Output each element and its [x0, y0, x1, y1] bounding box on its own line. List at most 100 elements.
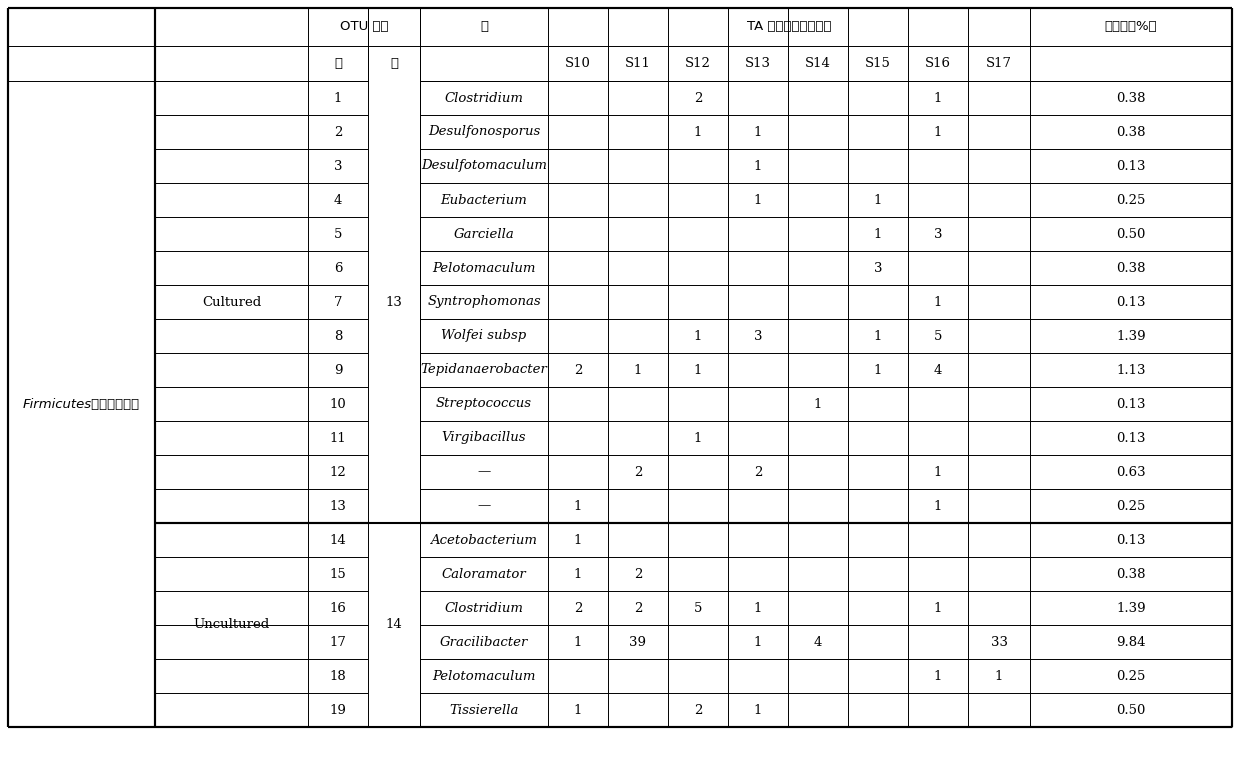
- Text: Garciella: Garciella: [454, 228, 515, 241]
- Text: S10: S10: [565, 57, 591, 70]
- Text: 4: 4: [334, 193, 342, 206]
- Text: 1: 1: [334, 92, 342, 105]
- Text: 1.39: 1.39: [1116, 329, 1146, 342]
- Text: Streptococcus: Streptococcus: [436, 397, 532, 410]
- Text: 2: 2: [634, 568, 642, 581]
- Text: 1: 1: [694, 432, 702, 445]
- Text: Syntrophomonas: Syntrophomonas: [428, 296, 541, 309]
- Text: Eubacterium: Eubacterium: [440, 193, 527, 206]
- Bar: [368, 81, 420, 523]
- Text: S16: S16: [925, 57, 951, 70]
- Text: 0.13: 0.13: [1116, 432, 1146, 445]
- Text: 2: 2: [754, 465, 763, 478]
- Text: 2: 2: [634, 601, 642, 614]
- Text: TA 克隆有效测序数目: TA 克隆有效测序数目: [746, 21, 831, 34]
- Text: S12: S12: [684, 57, 711, 70]
- Text: 0.13: 0.13: [1116, 296, 1146, 309]
- Text: 1: 1: [574, 704, 583, 717]
- Text: 1: 1: [934, 92, 942, 105]
- Text: S15: S15: [866, 57, 890, 70]
- Text: —: —: [477, 500, 491, 513]
- Text: 3: 3: [874, 261, 882, 274]
- Text: 1: 1: [754, 193, 763, 206]
- Text: 0.13: 0.13: [1116, 397, 1146, 410]
- Text: 1: 1: [754, 125, 763, 138]
- Text: 1: 1: [754, 160, 763, 173]
- Text: 17: 17: [330, 636, 346, 649]
- Text: Cultured: Cultured: [202, 296, 262, 309]
- Text: 1: 1: [634, 364, 642, 377]
- Text: 0.38: 0.38: [1116, 125, 1146, 138]
- Text: 3: 3: [754, 329, 763, 342]
- Text: 1: 1: [874, 329, 882, 342]
- Text: 序: 序: [334, 57, 342, 70]
- Text: 1: 1: [694, 125, 702, 138]
- Text: 8: 8: [334, 329, 342, 342]
- Text: 2: 2: [694, 92, 702, 105]
- Text: 0.50: 0.50: [1116, 704, 1146, 717]
- Text: 1: 1: [574, 533, 583, 546]
- Text: Clostridium: Clostridium: [444, 601, 523, 614]
- Text: 7: 7: [334, 296, 342, 309]
- Text: 1: 1: [934, 296, 942, 309]
- Text: 0.50: 0.50: [1116, 228, 1146, 241]
- Text: 1: 1: [694, 329, 702, 342]
- Text: Pelotomaculum: Pelotomaculum: [433, 261, 536, 274]
- Text: 10: 10: [330, 397, 346, 410]
- Text: 0.38: 0.38: [1116, 92, 1146, 105]
- Text: S11: S11: [625, 57, 651, 70]
- Text: 9.84: 9.84: [1116, 636, 1146, 649]
- Text: 3: 3: [934, 228, 942, 241]
- Text: 0.38: 0.38: [1116, 261, 1146, 274]
- Text: Tepidanaerobacter: Tepidanaerobacter: [420, 364, 547, 377]
- Text: 1.13: 1.13: [1116, 364, 1146, 377]
- Text: 1: 1: [574, 500, 583, 513]
- Text: 11: 11: [330, 432, 346, 445]
- Text: Clostridium: Clostridium: [444, 92, 523, 105]
- Text: 1: 1: [994, 669, 1003, 682]
- Text: 13: 13: [386, 296, 403, 309]
- Text: Desulfotomaculum: Desulfotomaculum: [422, 160, 547, 173]
- Text: 14: 14: [330, 533, 346, 546]
- Text: 2: 2: [694, 704, 702, 717]
- Text: 6: 6: [334, 261, 342, 274]
- Text: 5: 5: [934, 329, 942, 342]
- Text: Caloramator: Caloramator: [441, 568, 526, 581]
- Text: 1: 1: [934, 500, 942, 513]
- Text: 19: 19: [330, 704, 346, 717]
- Text: 1: 1: [934, 125, 942, 138]
- Text: 1: 1: [934, 601, 942, 614]
- Text: Wolfei subsp: Wolfei subsp: [441, 329, 527, 342]
- Text: 1: 1: [874, 228, 882, 241]
- Text: 2: 2: [574, 364, 583, 377]
- Text: 1: 1: [934, 669, 942, 682]
- Text: Acetobacterium: Acetobacterium: [430, 533, 537, 546]
- Text: 0.25: 0.25: [1116, 669, 1146, 682]
- Text: 2: 2: [574, 601, 583, 614]
- Text: 1: 1: [874, 193, 882, 206]
- Text: 0.13: 0.13: [1116, 160, 1146, 173]
- Text: Virgibacillus: Virgibacillus: [441, 432, 526, 445]
- Text: 数: 数: [391, 57, 398, 70]
- Text: Pelotomaculum: Pelotomaculum: [433, 669, 536, 682]
- Text: 16: 16: [330, 601, 346, 614]
- Text: 5: 5: [334, 228, 342, 241]
- Text: 9: 9: [334, 364, 342, 377]
- Text: 2: 2: [334, 125, 342, 138]
- Text: 0.38: 0.38: [1116, 568, 1146, 581]
- Text: 1: 1: [574, 636, 583, 649]
- Text: 1: 1: [754, 704, 763, 717]
- Text: Firmicutes（厘壁菌门）: Firmicutes（厘壁菌门）: [22, 397, 140, 410]
- Text: 0.63: 0.63: [1116, 465, 1146, 478]
- Text: Gracilibacter: Gracilibacter: [440, 636, 528, 649]
- Text: 39: 39: [630, 636, 646, 649]
- Text: 1: 1: [813, 397, 822, 410]
- Text: OTU 数目: OTU 数目: [340, 21, 388, 34]
- Text: 0.25: 0.25: [1116, 500, 1146, 513]
- Text: 2: 2: [634, 465, 642, 478]
- Text: 1: 1: [934, 465, 942, 478]
- Text: 1: 1: [754, 601, 763, 614]
- Text: Uncultured: Uncultured: [193, 619, 269, 632]
- Text: 属: 属: [480, 21, 489, 34]
- Text: Desulfonosporus: Desulfonosporus: [428, 125, 541, 138]
